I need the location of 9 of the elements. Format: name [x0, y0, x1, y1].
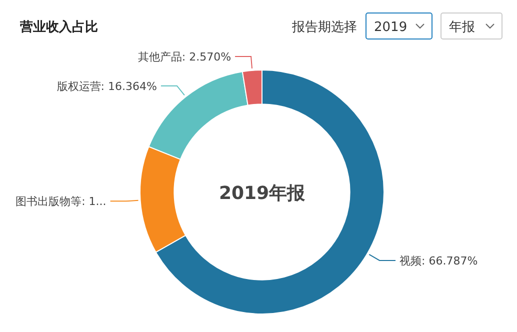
chart-title: 营业收入占比 — [19, 19, 98, 35]
slice-label: 版权运营: 16.364% — [56, 80, 157, 93]
slice-label: 视频: 66.787% — [400, 254, 478, 268]
slice-label: 其他产品: 2.570% — [138, 50, 232, 64]
dropdown: 2019 — [366, 12, 432, 40]
dropdown: 年报 — [440, 12, 502, 40]
slice-label: 图书出版物等: 1... — [16, 195, 106, 208]
text: 报告期选择 — [291, 20, 357, 35]
text: 2019年报 — [218, 183, 306, 204]
